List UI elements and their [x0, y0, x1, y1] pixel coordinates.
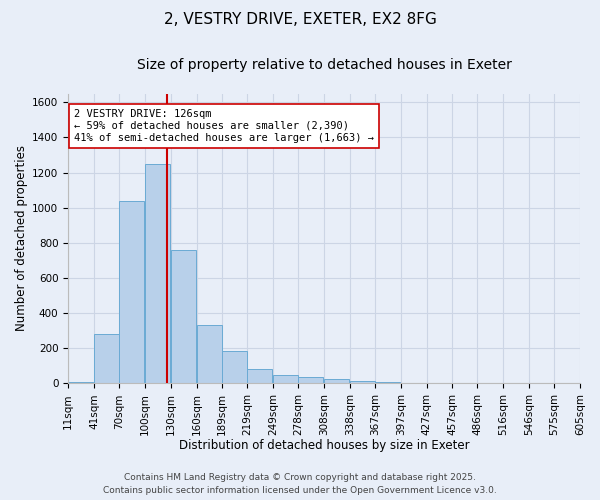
Bar	[298, 377, 323, 384]
Text: 2 VESTRY DRIVE: 126sqm
← 59% of detached houses are smaller (2,390)
41% of semi-: 2 VESTRY DRIVE: 126sqm ← 59% of detached…	[74, 110, 374, 142]
Y-axis label: Number of detached properties: Number of detached properties	[15, 146, 28, 332]
Text: Contains HM Land Registry data © Crown copyright and database right 2025.
Contai: Contains HM Land Registry data © Crown c…	[103, 474, 497, 495]
Bar	[324, 379, 349, 384]
Bar	[375, 382, 400, 384]
Bar	[221, 351, 247, 384]
Bar	[94, 334, 119, 384]
Bar	[350, 382, 375, 384]
Bar	[197, 324, 221, 384]
Bar	[119, 200, 144, 384]
Bar	[68, 382, 93, 384]
Bar	[273, 374, 298, 384]
Bar	[170, 250, 196, 384]
Bar	[427, 382, 452, 384]
X-axis label: Distribution of detached houses by size in Exeter: Distribution of detached houses by size …	[179, 440, 469, 452]
Text: 2, VESTRY DRIVE, EXETER, EX2 8FG: 2, VESTRY DRIVE, EXETER, EX2 8FG	[164, 12, 436, 28]
Bar	[503, 382, 528, 384]
Bar	[145, 164, 170, 384]
Title: Size of property relative to detached houses in Exeter: Size of property relative to detached ho…	[137, 58, 512, 71]
Bar	[247, 370, 272, 384]
